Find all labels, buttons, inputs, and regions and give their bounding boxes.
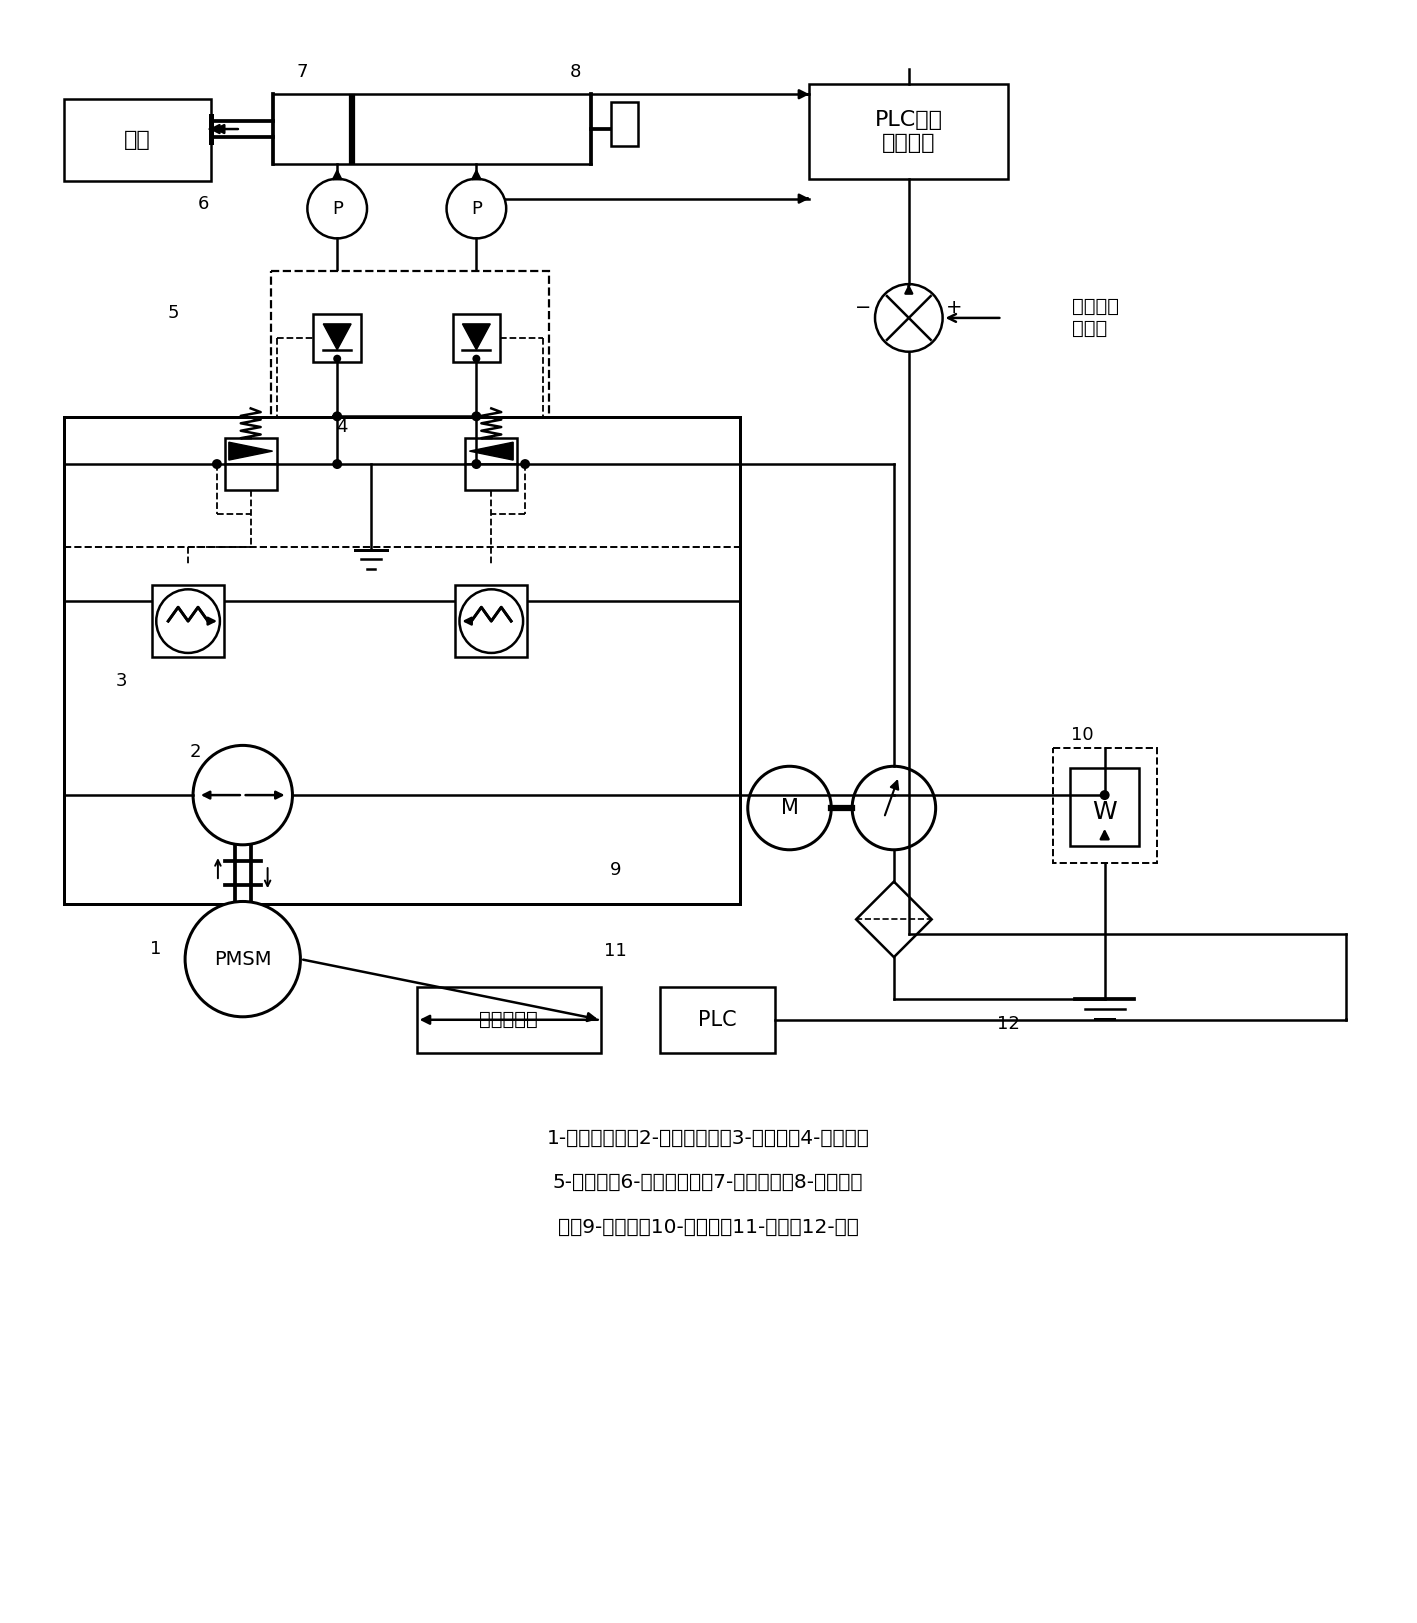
- Circle shape: [333, 355, 341, 362]
- Text: 1: 1: [150, 940, 162, 958]
- Bar: [452, 313, 500, 362]
- Text: PLC信号
采集模块: PLC信号 采集模块: [874, 110, 942, 153]
- Circle shape: [876, 284, 942, 352]
- Circle shape: [307, 179, 367, 239]
- Text: PLC: PLC: [699, 1010, 737, 1029]
- Bar: [152, 586, 224, 657]
- Text: PMSM: PMSM: [214, 949, 272, 969]
- Text: 5: 5: [167, 304, 179, 321]
- Circle shape: [520, 459, 530, 469]
- Bar: [660, 987, 775, 1053]
- Bar: [225, 438, 276, 464]
- Circle shape: [193, 745, 292, 846]
- Circle shape: [446, 179, 506, 239]
- Bar: [611, 102, 639, 146]
- Circle shape: [852, 766, 935, 850]
- Text: 驾驶台给
定信号: 驾驶台给 定信号: [1071, 297, 1119, 339]
- Circle shape: [459, 589, 523, 652]
- Polygon shape: [228, 441, 272, 459]
- Text: 5-液压锁；6-压力变送器；7-转舵油缸；8-位移传感: 5-液压锁；6-压力变送器；7-转舵油缸；8-位移传感: [553, 1173, 863, 1193]
- Bar: [225, 464, 276, 490]
- Text: 2: 2: [190, 743, 201, 761]
- Circle shape: [472, 355, 480, 362]
- Polygon shape: [462, 325, 490, 349]
- Polygon shape: [856, 881, 932, 958]
- Text: 8: 8: [570, 63, 581, 81]
- Bar: [465, 464, 517, 490]
- Bar: [313, 313, 361, 362]
- Circle shape: [748, 766, 832, 850]
- Text: 11: 11: [604, 943, 626, 961]
- Circle shape: [186, 901, 300, 1016]
- Text: 9: 9: [609, 860, 621, 878]
- Text: +: +: [947, 299, 962, 318]
- Text: 3: 3: [116, 672, 128, 690]
- Text: 器；9-补油泵；10-溢流阀；11-滤器；12-油箱: 器；9-补油泵；10-溢流阀；11-滤器；12-油箱: [557, 1217, 859, 1237]
- Text: P: P: [332, 200, 343, 217]
- Circle shape: [472, 459, 482, 469]
- Bar: [64, 99, 211, 180]
- Text: 负载: 负载: [125, 130, 150, 149]
- Text: 7: 7: [296, 63, 307, 81]
- Text: 12: 12: [996, 1014, 1020, 1032]
- Bar: [417, 987, 601, 1053]
- Circle shape: [472, 411, 482, 422]
- Circle shape: [213, 459, 222, 469]
- Polygon shape: [323, 325, 351, 349]
- Bar: [1070, 768, 1139, 846]
- Bar: [64, 417, 740, 904]
- Text: −: −: [854, 299, 871, 318]
- Circle shape: [156, 589, 220, 652]
- Bar: [465, 438, 517, 464]
- Text: 4: 4: [336, 419, 349, 437]
- Text: M: M: [781, 799, 798, 818]
- Bar: [271, 271, 548, 419]
- Text: 伺服驱动器: 伺服驱动器: [479, 1010, 538, 1029]
- Bar: [455, 586, 527, 657]
- Bar: [1053, 748, 1158, 863]
- Circle shape: [332, 459, 341, 469]
- Text: P: P: [470, 200, 482, 217]
- Text: 10: 10: [1071, 727, 1094, 745]
- Bar: [809, 84, 1009, 179]
- Circle shape: [332, 411, 341, 422]
- Polygon shape: [469, 441, 513, 459]
- Text: 1-伺服电动机；2-双向定量泵；3-吸排阀；4-安全阀；: 1-伺服电动机；2-双向定量泵；3-吸排阀；4-安全阀；: [547, 1128, 870, 1147]
- Circle shape: [1100, 790, 1110, 800]
- Text: 6: 6: [197, 195, 208, 213]
- Text: W: W: [1093, 800, 1117, 824]
